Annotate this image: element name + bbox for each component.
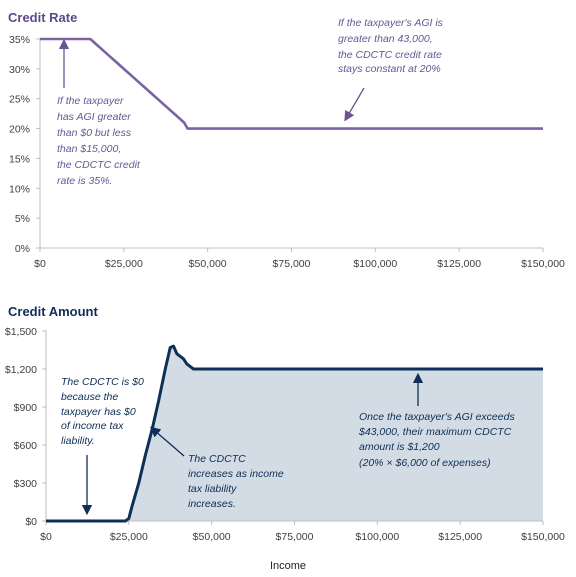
- x-tick-label: $25,000: [110, 531, 148, 543]
- x-tick-label: $100,000: [353, 258, 397, 270]
- x-tick-label: $50,000: [193, 531, 231, 543]
- x-tick-label: $125,000: [438, 531, 482, 543]
- y-tick-label: $900: [14, 402, 38, 414]
- y-tick-label: 15%: [9, 153, 30, 165]
- credit-amount-title: Credit Amount: [8, 304, 98, 319]
- credit-rate-x-axis: $0 $25,000 $50,000 $75,000 $100,000 $125,000 $…: [34, 248, 565, 270]
- credit-amount-annotation-arrow-increase: [150, 426, 185, 457]
- x-tick-label: $0: [40, 531, 52, 543]
- credit-amount-y-axis: $0 $300 $600 $900 $1,200 $1,500: [5, 326, 46, 528]
- x-tick-label: $25,000: [105, 258, 143, 270]
- credit-amount-area: [46, 346, 543, 521]
- y-tick-label: 30%: [9, 64, 30, 76]
- credit-amount-x-axis-title: Income: [270, 560, 306, 572]
- x-tick-label: $150,000: [521, 531, 565, 543]
- y-tick-label: 25%: [9, 94, 30, 106]
- x-tick-label: $150,000: [521, 258, 565, 270]
- credit-amount-annotation-increase: The CDCTC increases as income tax liabil…: [188, 453, 287, 510]
- y-tick-label: 0%: [15, 243, 30, 255]
- credit-amount-x-axis: $0 $25,000 $50,000 $75,000 $100,000 $125,000 $…: [40, 521, 565, 543]
- y-tick-label: 20%: [9, 124, 30, 136]
- y-tick-label: 10%: [9, 183, 30, 195]
- y-tick-label: $0: [25, 516, 37, 528]
- y-tick-label: 5%: [15, 213, 30, 225]
- y-tick-label: $600: [14, 440, 38, 452]
- x-tick-label: $75,000: [273, 258, 311, 270]
- credit-rate-y-axis: 0% 5% 10% 15% 20% 25% 30% 35%: [9, 34, 40, 255]
- credit-rate-title: Credit Rate: [8, 10, 77, 25]
- credit-rate-annotation-high: If the taxpayer's AGI is greater than 43…: [338, 17, 446, 75]
- y-tick-label: $1,200: [5, 364, 37, 376]
- x-tick-label: $125,000: [437, 258, 481, 270]
- credit-rate-annotation-low: If the taxpayer has AGI greater than $0 …: [57, 95, 143, 187]
- credit-rate-series-line: [40, 37, 543, 130]
- credit-amount-annotation-max: Once the taxpayer's AGI exceeds $43,000,…: [358, 411, 518, 469]
- y-tick-label: 35%: [9, 34, 30, 46]
- x-tick-label: $50,000: [189, 258, 227, 270]
- y-tick-label: $300: [14, 478, 38, 490]
- credit-amount-annotation-zero: The CDCTC is $0 because the taxpayer has…: [61, 376, 147, 447]
- x-tick-label: $100,000: [355, 531, 399, 543]
- credit-amount-chart: Credit Amount $0 $300 $600 $900 $1,200 $1,500…: [5, 304, 565, 572]
- credit-rate-annotation-arrow-high: [344, 87, 365, 122]
- credit-amount-series-line: [46, 344, 543, 523]
- y-tick-label: $1,500: [5, 326, 37, 338]
- credit-rate-chart: Credit Rate 0% 5% 10% 15% 20% 25% 30% 35% $0 $25…: [8, 10, 565, 270]
- x-tick-label: $75,000: [276, 531, 314, 543]
- x-tick-label: $0: [34, 258, 46, 270]
